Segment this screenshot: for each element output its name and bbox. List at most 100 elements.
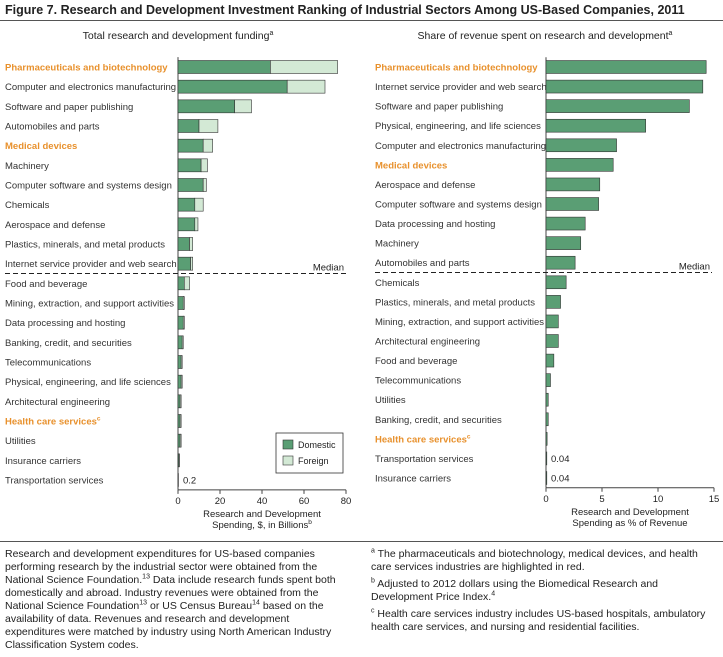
bar-domestic-health-care-services [177,414,181,428]
title-rule [0,20,723,21]
legend-label-domestic: Domestic [298,440,336,450]
bar-chemicals [545,275,567,290]
bar-foreign-computer-software-and-systems-design [202,178,207,192]
footnote-c-text: Health care services industry includes U… [371,608,706,633]
legend-box [275,432,344,474]
category-label-data-processing-and-hosting: Data processing and hosting [5,318,125,329]
bar-pharmaceuticals-and-biotechnology [545,60,707,74]
bar-domestic-physical-engineering-and-life-sciences [177,374,182,389]
notes-rule [0,541,723,542]
bar-utilities [545,392,549,407]
category-label-banking-credit-and-securities: Banking, credit, and securities [5,338,132,349]
bar-insurance-carriers [545,471,548,485]
category-label-insurance-carriers: Insurance carriers [375,474,451,485]
median-label: Median [679,262,710,273]
bar-data-processing-and-hosting [545,216,586,231]
legend-swatch-domestic [282,439,294,450]
category-label-automobiles-and-parts: Automobiles and parts [5,122,100,133]
bar-domestic-food-and-beverage [177,276,185,291]
rd-funding-chart: Total research and development fundinga P… [5,30,351,531]
category-label-chemicals: Chemicals [375,278,420,289]
bar-foreign-machinery [200,158,208,173]
x-axis-label-line-2: Spending, $, in Billionsb [212,519,312,531]
x-axis-label-line-1: Research and Development [571,507,689,518]
median-label: Median [313,263,344,274]
bar-foreign-banking-credit-and-securities [181,335,184,350]
bar-foreign-pharmaceuticals-and-biotechnology [270,60,338,74]
bar-domestic-internet-service-provider-and-web-search [177,256,191,271]
category-label-telecommunications: Telecommunications [5,358,91,369]
bar-foreign-automobiles-and-parts [198,119,219,133]
data-label-transportation-services: 0.04 [551,454,570,465]
bar-domestic-architectural-engineering [177,394,181,409]
bar-foreign-plastics-minerals-and-metal-products [189,237,194,251]
bar-software-and-paper-publishing [545,99,690,113]
category-label-data-processing-and-hosting: Data processing and hosting [375,219,495,230]
bar-foreign-food-and-beverage [184,276,190,291]
bar-domestic-aerospace-and-defense [177,217,196,232]
category-label-plastics-minerals-and-metal-products: Plastics, minerals, and metal products [5,240,165,251]
bar-foreign-medical-devices [202,138,213,153]
footnote-b-ref: 4 [491,590,496,598]
category-label-computer-software-and-systems-design: Computer software and systems design [375,200,542,211]
ref-13-a: 13 [142,573,150,581]
category-label-transportation-services: Transportation services [375,454,474,465]
footnote-a-mark: a [371,547,375,555]
category-label-computer-software-and-systems-design: Computer software and systems design [5,181,172,192]
category-label-food-and-beverage: Food and beverage [375,356,457,367]
footnote-b: b Adjusted to 2012 dollars using the Bio… [371,578,716,604]
bar-foreign-computer-and-electronics-manufacturing [286,79,326,94]
bar-transportation-services [545,451,548,466]
bar-domestic-mining-extraction-and-support-activities [177,296,184,310]
category-label-food-and-beverage: Food and beverage [5,279,87,290]
footnote-a: a The pharmaceuticals and biotechnology,… [371,548,716,574]
category-label-insurance-carriers: Insurance carriers [5,456,81,467]
bar-foreign-utilities [179,433,182,448]
legend-label-foreign: Foreign [298,456,329,466]
category-label-medical-devices: Medical devices [375,160,447,171]
chart-title-footnote-mark: a [669,30,673,37]
x-axis-label-line-2: Spending as % of Revenue [572,518,687,529]
chart-title-footnote-mark: a [269,30,273,37]
category-label-machinery: Machinery [375,239,419,250]
x-tick-label-0: 0 [543,494,548,505]
category-label-medical-devices: Medical devices [5,141,77,152]
chart-title: Total research and development fundinga [83,30,274,42]
bar-architectural-engineering [545,334,559,348]
bar-domestic-software-and-paper-publishing [177,99,236,114]
methods-text-3: or US Census Bureau [147,600,253,612]
bar-internet-service-provider-and-web-search [545,79,704,94]
category-label-chemicals: Chemicals [5,200,50,211]
bar-foreign-internet-service-provider-and-web-search [190,256,194,271]
category-label-health-care-services: Health care servicesc [5,416,101,428]
bar-foreign-aerospace-and-defense [194,217,199,232]
category-label-machinery: Machinery [5,161,49,172]
bar-domestic-automobiles-and-parts [177,119,200,133]
chart-title: Share of revenue spent on research and d… [418,30,673,42]
category-label-mining-extraction-and-support-activities: Mining, extraction, and support activiti… [5,299,174,310]
category-label-physical-engineering-and-life-sciences: Physical, engineering, and life sciences [375,121,541,132]
bar-banking-credit-and-securities [545,412,549,427]
x-axis-label-footnote-mark: b [308,519,312,526]
category-label-aerospace-and-defense: Aerospace and defense [375,180,475,191]
bar-health-care-services [545,432,548,446]
category-label-internet-service-provider-and-web-search: Internet service provider and web search [5,259,177,270]
category-label-software-and-paper-publishing: Software and paper publishing [5,102,133,113]
bar-automobiles-and-parts [545,255,576,270]
x-tick-label-15: 15 [709,494,720,505]
category-label-utilities: Utilities [5,436,36,447]
category-label-plastics-minerals-and-metal-products: Plastics, minerals, and metal products [375,297,535,308]
bar-domestic-plastics-minerals-and-metal-products [177,237,190,251]
bar-domestic-pharmaceuticals-and-biotechnology [177,60,271,74]
category-label-automobiles-and-parts: Automobiles and parts [375,258,470,269]
bar-computer-and-electronics-manufacturing [545,138,617,153]
bar-foreign-mining-extraction-and-support-activities [182,296,185,310]
category-label-pharmaceuticals-and-biotechnology: Pharmaceuticals and biotechnology [375,63,538,74]
category-label-computer-and-electronics-manufacturing: Computer and electronics manufacturing [375,141,546,152]
bar-foreign-data-processing-and-hosting [182,315,185,330]
bar-domestic-banking-credit-and-securities [177,335,183,350]
bar-plastics-minerals-and-metal-products [545,295,561,309]
data-label-insurance-carriers: 0.04 [551,474,570,485]
bar-foreign-chemicals [194,197,204,212]
category-label-transportation-services: Transportation services [5,476,104,487]
